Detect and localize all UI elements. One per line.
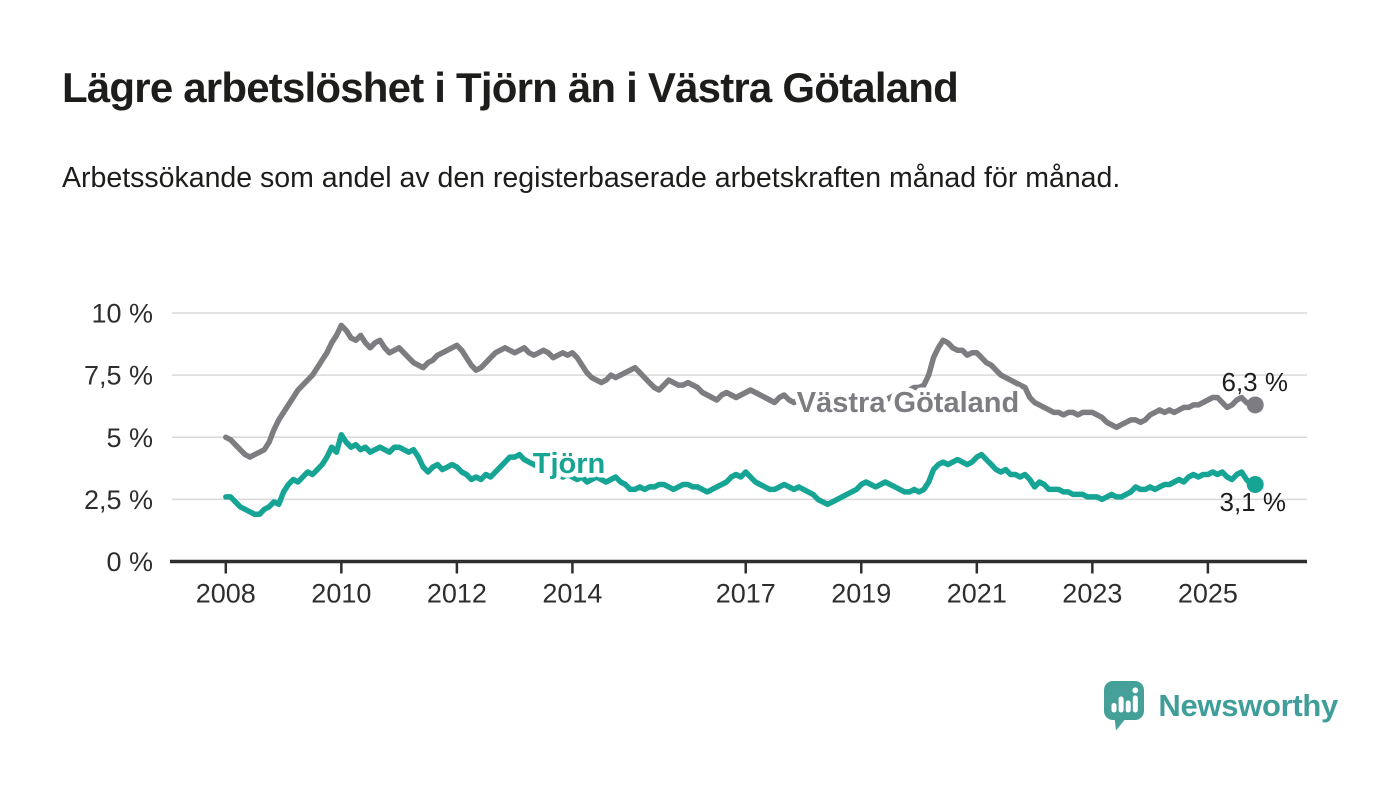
series-label-tjorn: Tjörn xyxy=(533,448,606,480)
x-tick-label: 2012 xyxy=(427,579,487,609)
x-tick-label: 2025 xyxy=(1178,579,1238,609)
x-tick-label: 2010 xyxy=(311,579,371,609)
line-vastra-gotaland xyxy=(223,322,1254,460)
x-tick-label: 2014 xyxy=(542,579,602,609)
gridlines xyxy=(172,312,1307,501)
line-tjorn xyxy=(223,432,1254,518)
end-value-label-tjorn: 3,1 % xyxy=(1220,487,1287,517)
y-tick-label: 5 % xyxy=(106,423,153,453)
x-axis: 0 % 2,5 % 5 % 7,5 % 10 % 2008 2010 2012 2014 2017… xyxy=(84,299,1307,609)
y-tick-label: 2,5 % xyxy=(84,485,153,515)
end-value-label-vastra-gotaland: 6,3 % xyxy=(1222,367,1289,397)
y-tick-label: 10 % xyxy=(91,299,153,329)
x-tick-label: 2021 xyxy=(947,579,1007,609)
x-tick-label: 2023 xyxy=(1062,579,1122,609)
y-tick-label: 0 % xyxy=(106,547,153,577)
newsworthy-logo-icon xyxy=(1104,681,1145,731)
page-title: Lägre arbetslöshet i Tjörn än i Västra G… xyxy=(62,64,959,111)
series-label-vastra-gotaland: Västra Götaland xyxy=(797,387,1019,419)
chart-subtitle: Arbetssökande som andel av den registerb… xyxy=(62,162,1121,194)
end-dot-vastra-gotaland xyxy=(1246,396,1264,414)
newsworthy-logo-text: Newsworthy xyxy=(1158,688,1338,723)
x-tick-label: 2019 xyxy=(831,579,891,609)
newsworthy-logo: Newsworthy xyxy=(1104,681,1338,731)
x-tick-label: 2008 xyxy=(196,579,256,609)
x-tick-label: 2017 xyxy=(716,579,776,609)
end-dot-tjorn xyxy=(1246,475,1264,493)
data-lines xyxy=(223,322,1264,518)
y-tick-label: 7,5 % xyxy=(84,361,153,391)
